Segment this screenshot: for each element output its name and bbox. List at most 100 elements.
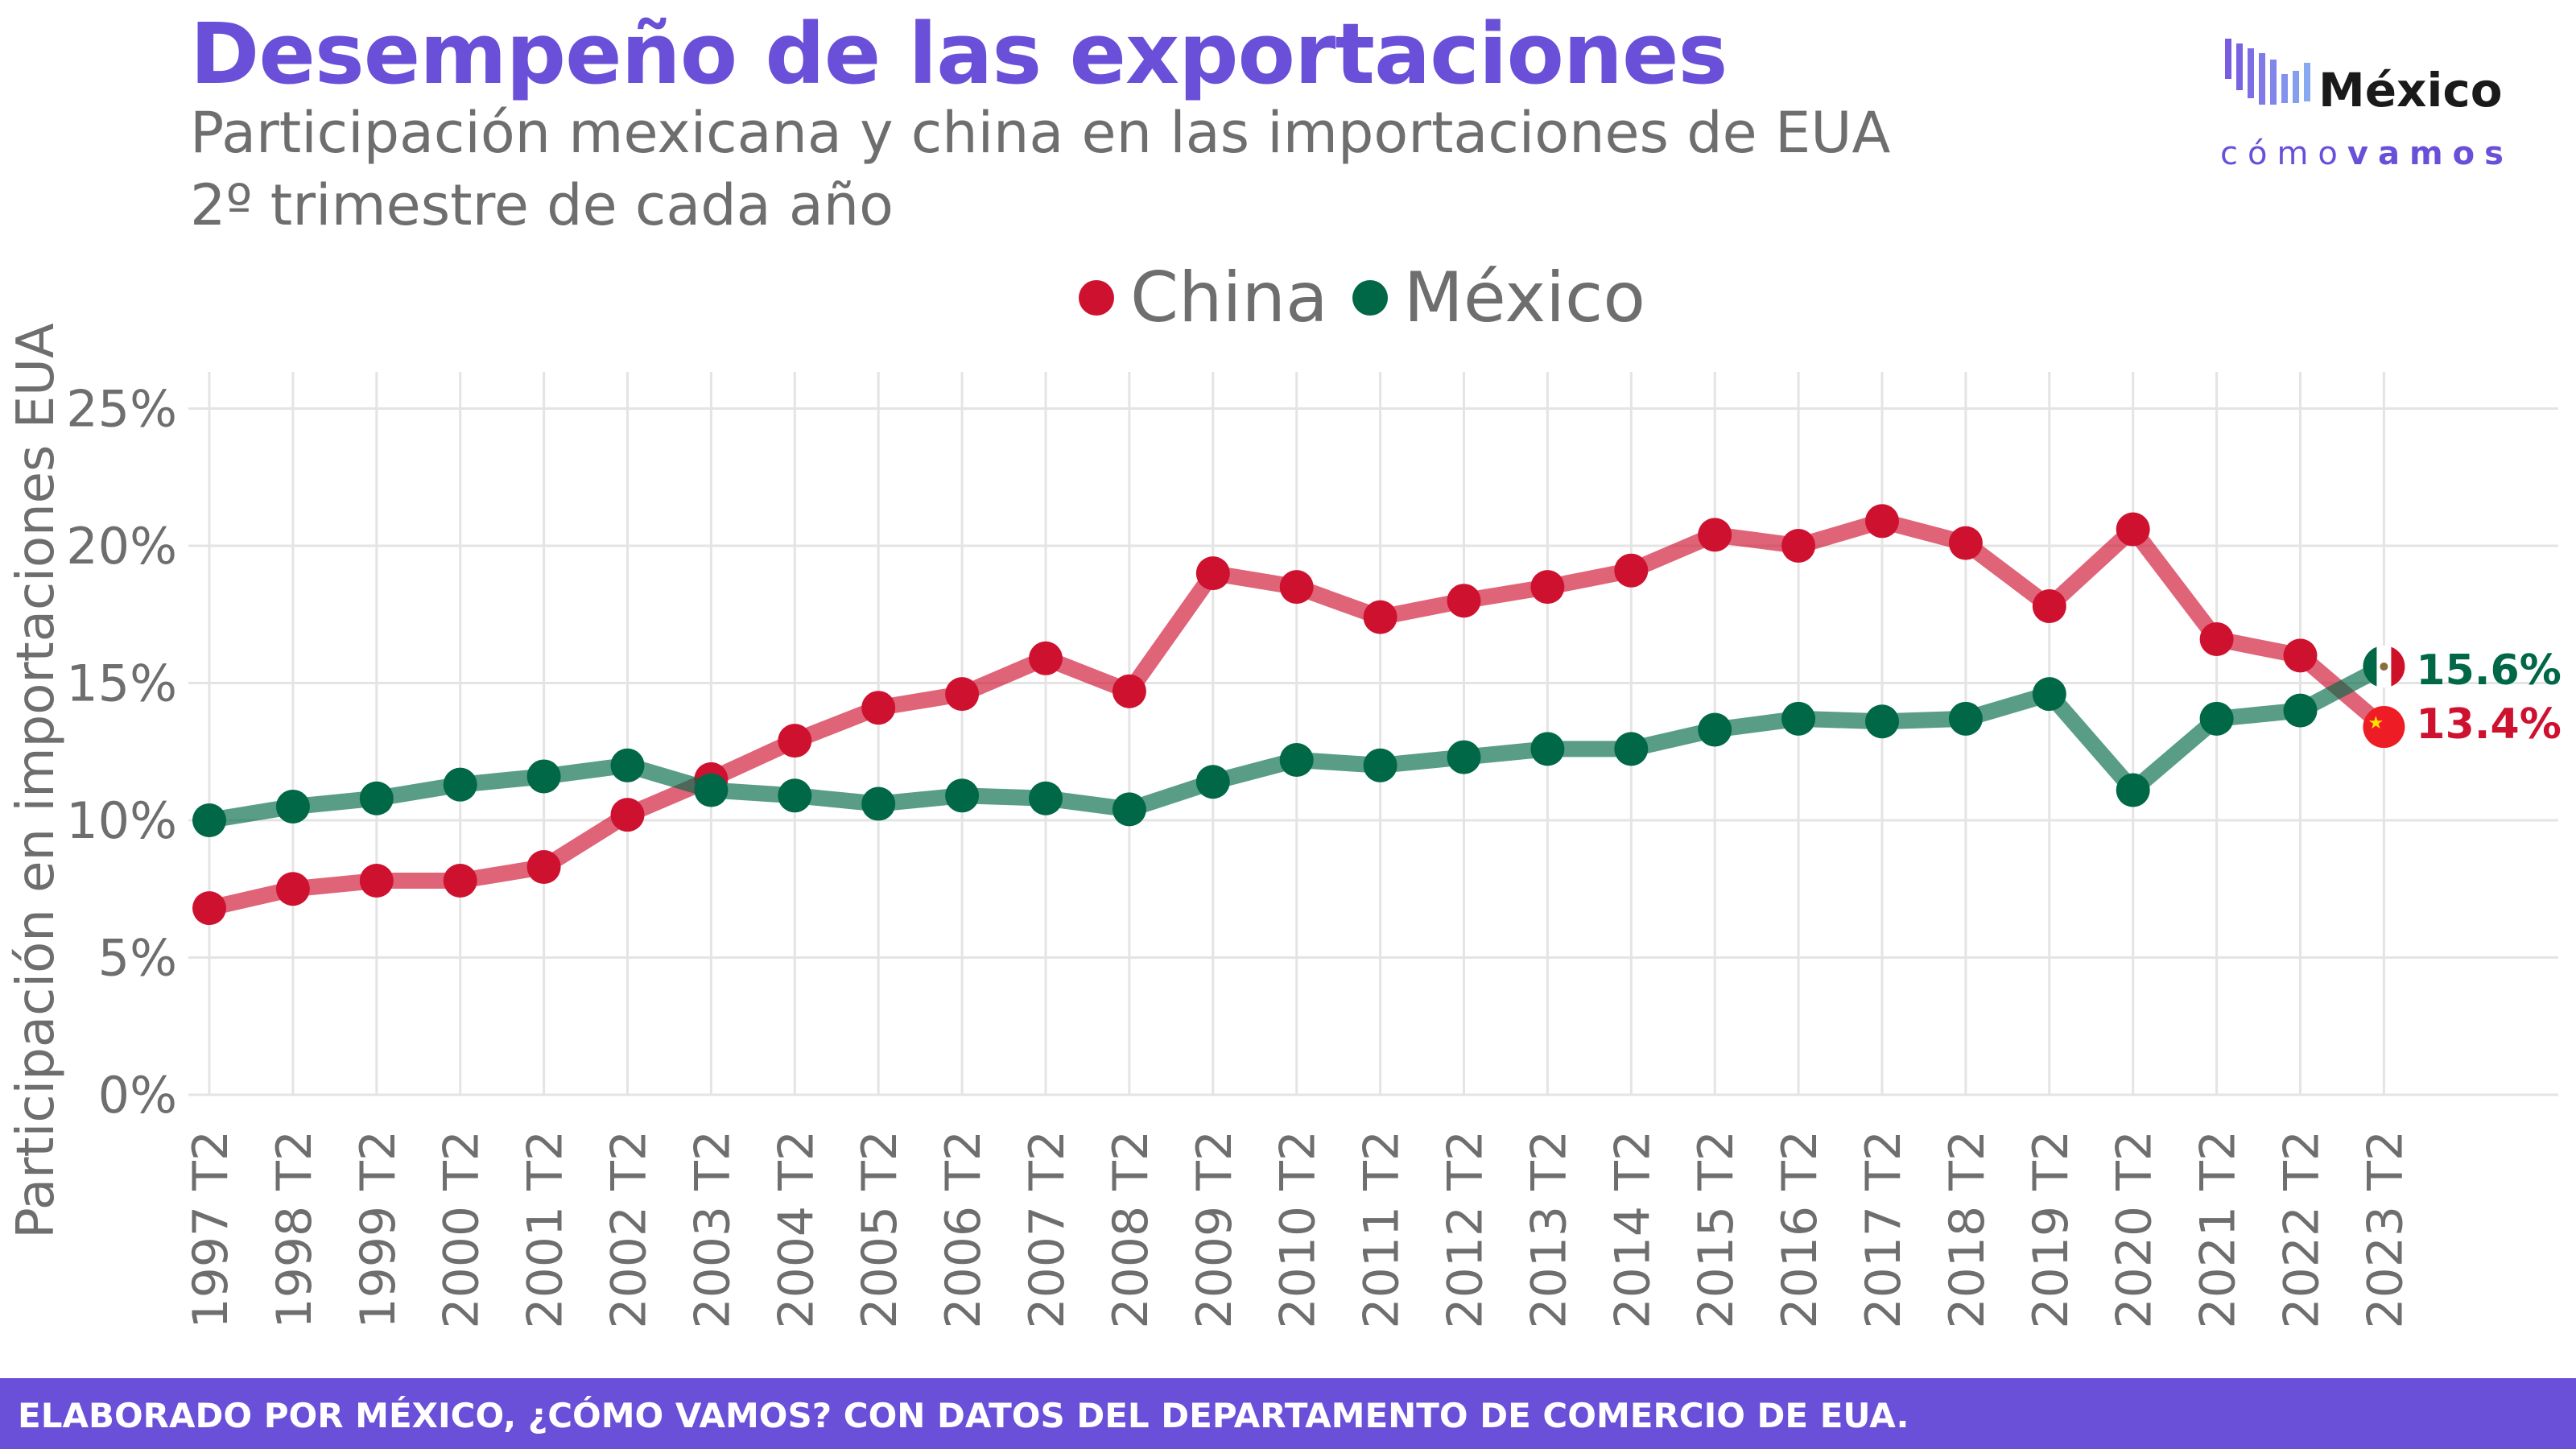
end-label-mexico: 15.6%: [2416, 646, 2561, 695]
data-point-china: [526, 849, 561, 884]
data-point-mexico: [192, 803, 226, 837]
legend-china-label: China: [1130, 258, 1328, 338]
legend-china-dot: [1079, 280, 1114, 316]
chart-title: Desempeño de las exportaciones: [190, 5, 1728, 103]
data-point-china: [2199, 621, 2234, 656]
data-point-china: [861, 691, 896, 725]
data-point-china: [275, 872, 310, 906]
x-tick-label: 2020 T2: [2107, 1130, 2163, 1329]
mexico-como-vamos-logo: México cómovamos: [2220, 39, 2513, 172]
y-tick-label: 0%: [98, 1066, 177, 1125]
y-tick-label: 20%: [66, 517, 177, 576]
y-axis-title: Participación en importaciones EUA: [6, 323, 66, 1239]
x-tick-label: 2019 T2: [2023, 1130, 2079, 1329]
data-point-mexico: [945, 778, 980, 813]
data-point-china: [945, 677, 980, 712]
x-tick-label: 2004 T2: [768, 1130, 824, 1329]
x-tick-label: 2001 T2: [518, 1130, 574, 1329]
data-point-mexico: [443, 767, 477, 802]
data-point-mexico: [1112, 792, 1146, 827]
x-tick-label: 2009 T2: [1187, 1130, 1243, 1329]
y-tick-label: 15%: [66, 654, 177, 713]
data-point-mexico: [2283, 693, 2318, 728]
data-point-mexico: [694, 773, 729, 807]
x-tick-label: 1999 T2: [350, 1130, 407, 1329]
data-point-china: [1279, 570, 1314, 605]
data-point-mexico: [2116, 773, 2150, 807]
data-point-china: [1948, 526, 1983, 560]
mexico-flag-red-icon: [2391, 646, 2405, 687]
data-point-mexico: [1279, 742, 1314, 777]
x-tick-label: 2008 T2: [1103, 1130, 1159, 1329]
data-point-mexico: [778, 778, 812, 813]
data-point-mexico: [1948, 701, 1983, 736]
data-point-mexico: [275, 789, 310, 824]
data-point-china: [1363, 600, 1397, 634]
data-point-china: [1530, 570, 1565, 605]
x-tick-label: 2000 T2: [434, 1130, 490, 1329]
x-tick-label: 2013 T2: [1521, 1130, 1577, 1329]
data-point-mexico: [526, 759, 561, 794]
data-point-mexico: [1447, 740, 1481, 774]
china-flag-star-icon: ★: [2368, 713, 2384, 733]
x-tick-label: 2002 T2: [601, 1130, 658, 1329]
legend-item-mexico: México: [1352, 258, 1645, 338]
x-tick-label: 1998 T2: [266, 1130, 323, 1329]
x-tick-label: 2015 T2: [1688, 1130, 1744, 1329]
data-point-china: [1614, 553, 1649, 588]
y-tick-label: 25%: [66, 380, 177, 439]
x-tick-label: 2007 T2: [1019, 1130, 1075, 1329]
data-point-mexico: [1195, 765, 1230, 799]
x-tick-label: 2023 T2: [2357, 1130, 2413, 1329]
end-label-china: 13.4%: [2416, 700, 2561, 749]
data-point-china: [1195, 556, 1230, 591]
china-flag-icon: [2363, 706, 2405, 749]
x-tick-label: 2011 T2: [1354, 1130, 1410, 1329]
data-point-mexico: [1781, 701, 1816, 736]
data-point-china: [1029, 641, 1063, 675]
x-tick-label: 2012 T2: [1438, 1130, 1494, 1329]
x-tick-label: 2003 T2: [684, 1130, 741, 1329]
logo-tagline-light: cómo: [2220, 135, 2347, 172]
data-point-china: [2283, 638, 2318, 673]
x-tick-label: 2017 T2: [1856, 1130, 1912, 1329]
x-tick-label: 2018 T2: [1939, 1130, 1996, 1329]
logo-name: México: [2318, 63, 2503, 118]
x-tick-label: 2016 T2: [1772, 1130, 1828, 1329]
logo-tagline-bold: vamos: [2347, 135, 2513, 172]
line-chart: 0% 5% 10% 15% 20% 25% 1997 T2 1998 T2 1999 T2 200…: [6, 323, 2562, 1329]
x-tick-label: 1997 T2: [183, 1130, 239, 1329]
mexico-flag-green-icon: [2363, 646, 2377, 687]
x-tick-label: 2010 T2: [1270, 1130, 1327, 1329]
chart-period-subtitle: 2º trimestre de cada año: [190, 172, 894, 238]
data-point-mexico: [1530, 732, 1565, 766]
data-point-mexico: [1614, 732, 1649, 766]
x-tick-label: 2006 T2: [935, 1130, 992, 1329]
mexico-flag-emblem-icon: [2380, 663, 2388, 671]
logo-tagline: cómovamos: [2220, 135, 2513, 172]
data-point-china: [359, 864, 394, 898]
data-point-china: [778, 724, 812, 758]
data-point-mexico: [359, 781, 394, 815]
x-tick-label: 2005 T2: [852, 1130, 908, 1329]
data-point-mexico: [610, 748, 645, 782]
data-point-china: [443, 864, 477, 898]
data-point-china: [192, 891, 226, 926]
data-point-china: [2032, 589, 2066, 624]
data-point-china: [1698, 518, 1732, 552]
data-point-china: [1112, 674, 1146, 708]
footer-bar: ELABORADO POR MÉXICO, ¿CÓMO VAMOS? CON D…: [0, 1378, 2576, 1449]
data-point-mexico: [2199, 701, 2234, 736]
legend-item-china: China: [1079, 258, 1328, 338]
data-point-china: [2116, 512, 2150, 547]
data-point-china: [1781, 529, 1816, 563]
data-point-mexico: [2032, 677, 2066, 712]
logo-bars-icon: [2225, 39, 2310, 105]
legend-mexico-dot: [1352, 280, 1388, 316]
data-point-mexico: [861, 786, 896, 821]
chart-subtitle: Participación mexicana y china en las im…: [190, 100, 1891, 166]
data-point-china: [1447, 584, 1481, 618]
x-tick-label: 2021 T2: [2190, 1130, 2247, 1329]
data-point-china: [1865, 504, 1899, 539]
data-point-mexico: [1363, 748, 1397, 782]
